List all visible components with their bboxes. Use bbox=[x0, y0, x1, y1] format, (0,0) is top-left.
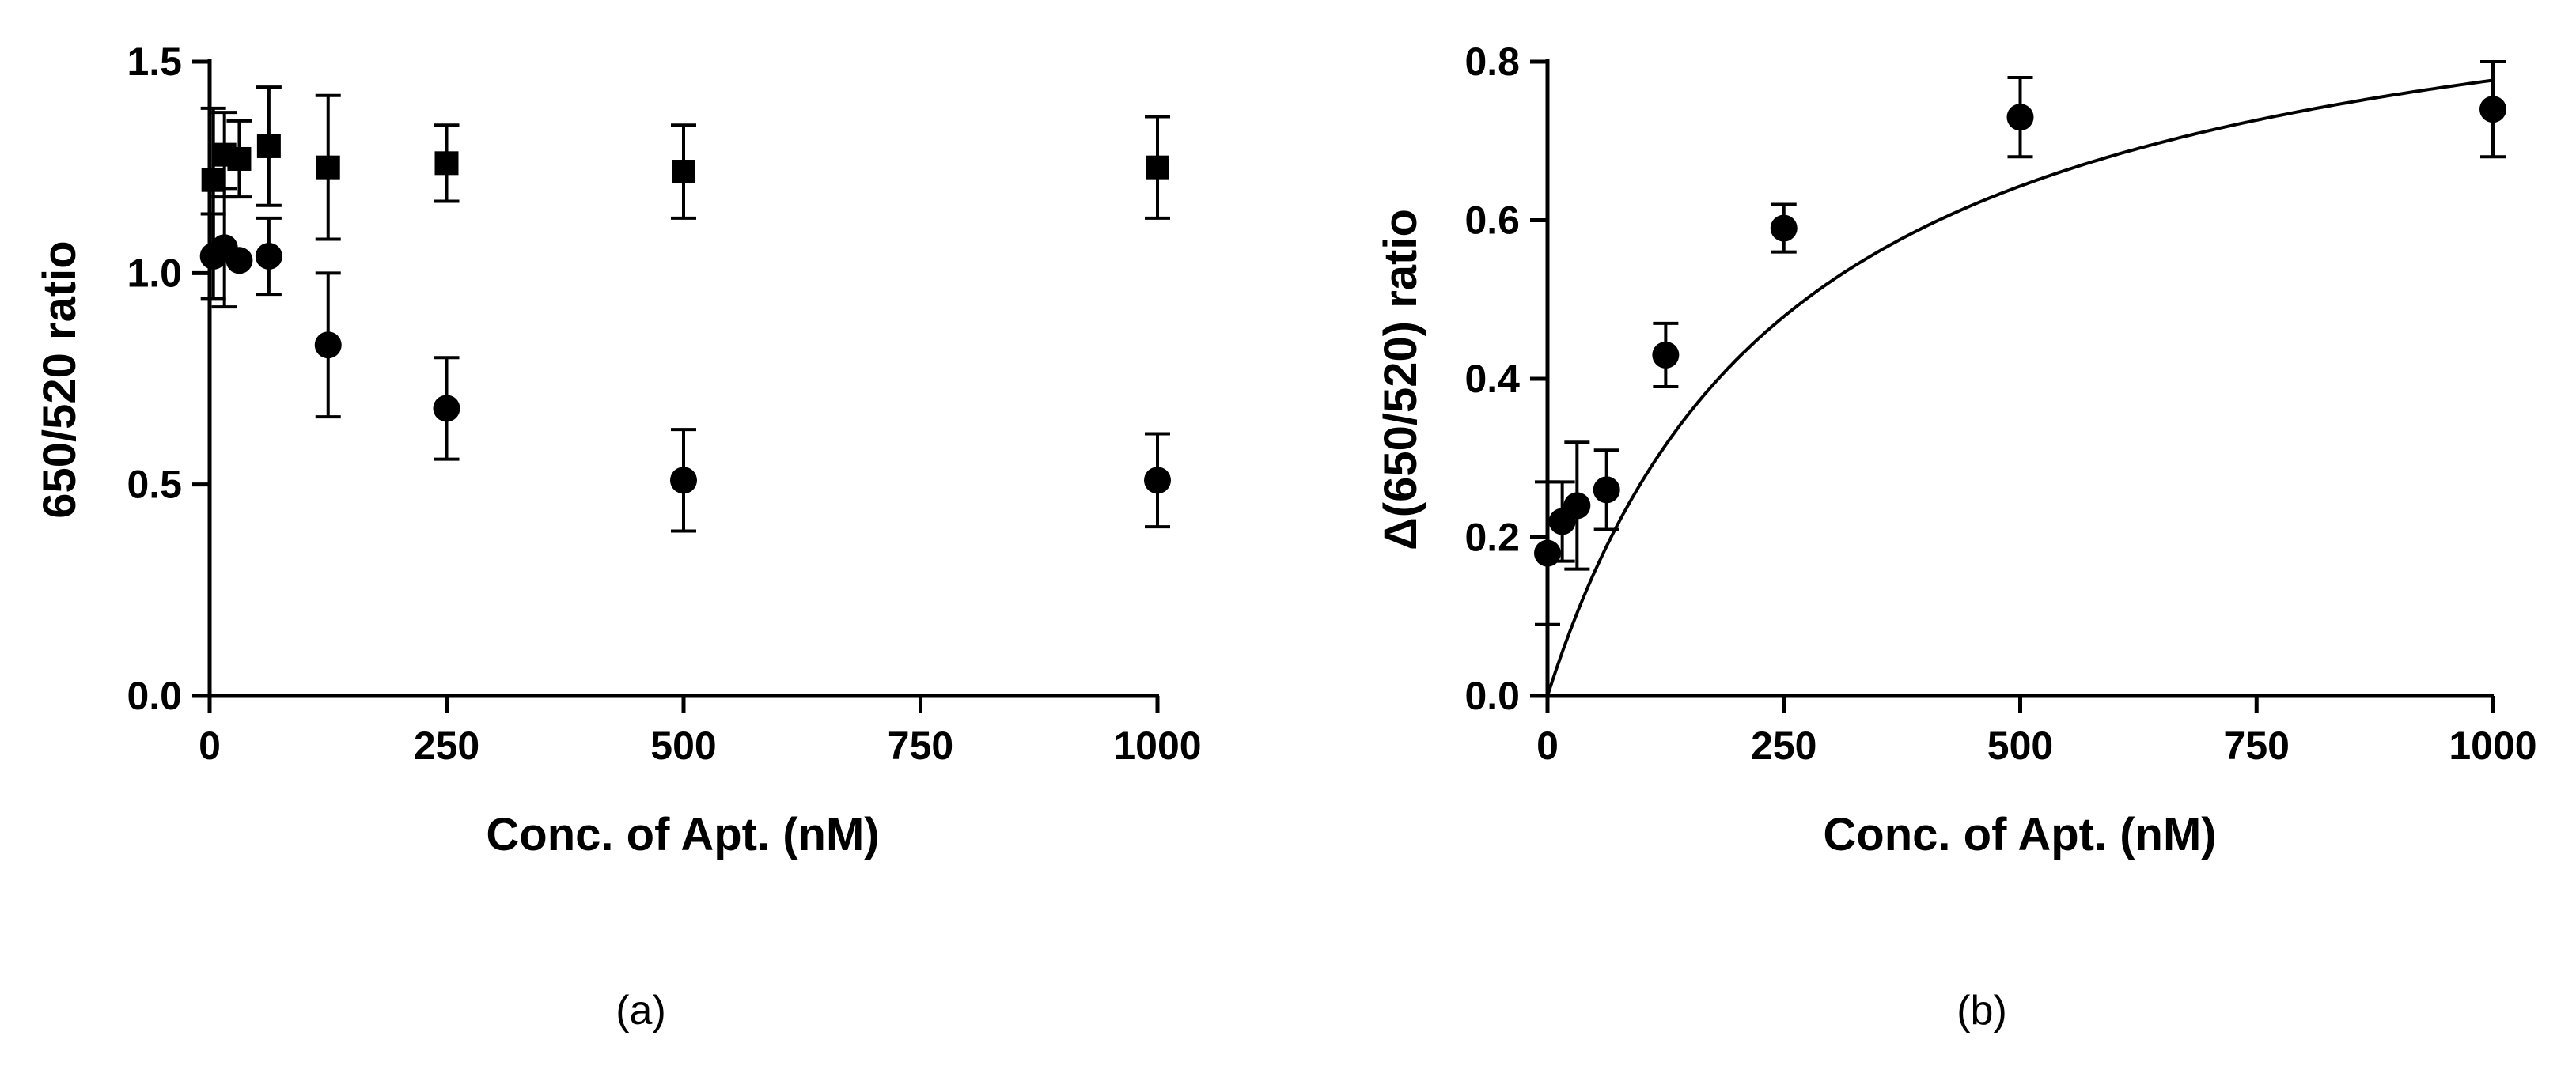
panel-a-square-point bbox=[1146, 155, 1169, 180]
panel-b-y-tick-label: 0.2 bbox=[1464, 516, 1520, 560]
panel-a-y-axis-title: 650/520 ratio bbox=[34, 240, 85, 518]
panel-a-x-tick-label: 1000 bbox=[1113, 724, 1201, 768]
panel-b-circle-point bbox=[2006, 104, 2034, 131]
panel-b-x-axis-title: Conc. of Apt. (nM) bbox=[1823, 809, 2216, 860]
panel-b-x-tick-label: 750 bbox=[2224, 724, 2290, 768]
panel-b-circle-point bbox=[1593, 476, 1620, 504]
panel-a-circle-point bbox=[433, 395, 460, 422]
panel-a-x-tick-label: 750 bbox=[888, 724, 953, 768]
panel-b-y-axis-title: Δ(650/520) ratio bbox=[1375, 209, 1426, 550]
panel-a-y-tick-label: 0.5 bbox=[127, 463, 182, 507]
panel-b-circle-point bbox=[1770, 214, 1798, 242]
panel-a-circle-point bbox=[314, 331, 342, 359]
panel-a-y-tick-label: 1.5 bbox=[127, 40, 182, 84]
panel-a-square-point bbox=[316, 155, 340, 180]
panel-b-circle-point bbox=[1563, 492, 1591, 520]
panel-b-y-tick-label: 0.0 bbox=[1464, 674, 1520, 718]
panel-b-circle-point bbox=[2479, 96, 2506, 123]
panel-b-y-tick-label: 0.8 bbox=[1464, 40, 1520, 84]
panel-a-square-point bbox=[672, 160, 695, 184]
panel-b-scatter-chart: 0.0 0.2 0.4 0.6 0.8 0 250 500 750 1000 Conc. of … bbox=[1375, 40, 2537, 1034]
panel-a-square-point bbox=[256, 134, 281, 158]
panel-a-scatter-chart: 0.0 0.5 1.0 1.5 0 250 500 750 1000 Conc. of Apt… bbox=[34, 40, 1202, 1034]
panel-a-x-axis-title: Conc. of Apt. (nM) bbox=[486, 809, 879, 860]
panel-a-x-tick-label: 0 bbox=[199, 724, 221, 768]
panel-a-y-tick-label: 0.0 bbox=[127, 674, 182, 718]
panel-a-square-point bbox=[434, 151, 459, 176]
panel-a-circle-point bbox=[225, 247, 253, 274]
panel-b-x-tick-label: 250 bbox=[1751, 724, 1816, 768]
panel-a-square-point bbox=[227, 146, 252, 171]
panel-b-x-tick-label: 1000 bbox=[2449, 724, 2536, 768]
panel-b-label: (b) bbox=[1957, 988, 2007, 1034]
panel-b-y-tick-label: 0.6 bbox=[1464, 198, 1520, 243]
panel-a-circle-point bbox=[670, 467, 697, 494]
panel-b-fit-curve bbox=[1546, 78, 2494, 697]
panel-a-x-tick-label: 250 bbox=[414, 724, 479, 768]
panel-b-circle-point bbox=[1652, 341, 1680, 369]
panel-b-x-tick-label: 0 bbox=[1536, 724, 1559, 768]
panel-a-x-tick-label: 500 bbox=[650, 724, 716, 768]
panel-b-x-tick-label: 500 bbox=[1987, 724, 2053, 768]
panel-a-y-tick-label: 1.0 bbox=[127, 251, 182, 295]
panel-a-circle-point bbox=[1144, 467, 1171, 494]
panel-b-y-tick-label: 0.4 bbox=[1464, 357, 1520, 401]
panel-a-circle-point bbox=[255, 242, 282, 270]
panel-a-label: (a) bbox=[616, 988, 666, 1034]
